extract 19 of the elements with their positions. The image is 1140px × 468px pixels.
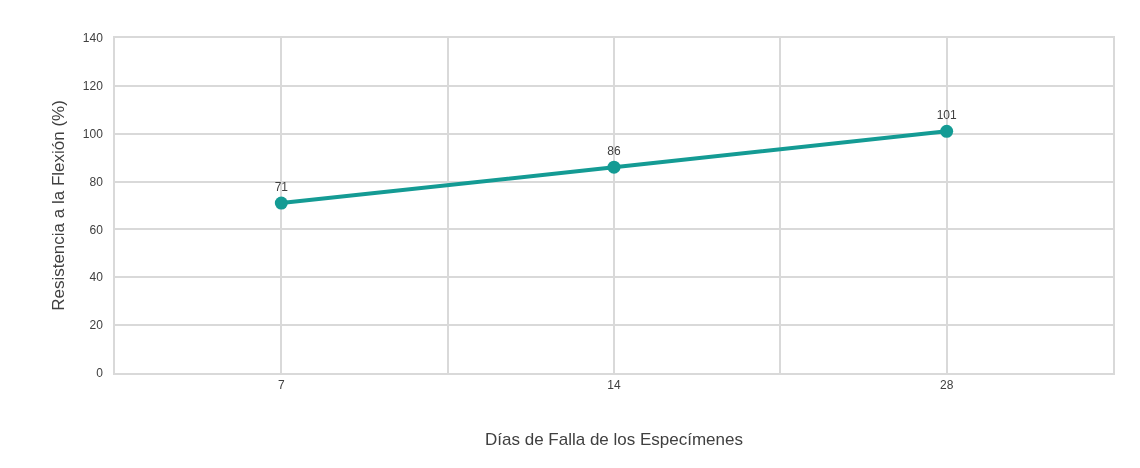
x-tick-label: 28 [939,378,954,393]
y-tick-label: 120 [82,79,104,94]
y-tick-label: 20 [89,318,104,333]
data-label: 71 [274,179,289,194]
y-tick-label: 60 [89,222,104,237]
y-tick-label: 0 [96,366,104,381]
x-tick-label: 14 [607,378,621,393]
y-tick-label: 140 [82,31,104,46]
point [940,124,954,138]
point [274,196,288,210]
y-tick-label: 40 [89,270,104,285]
data-label: 101 [936,108,957,123]
y-axis-title: Resistencia a la Flexión (%) [48,100,68,311]
point [607,160,621,174]
y-tick-label: 100 [82,126,104,141]
y-tick-label: 80 [89,174,104,189]
x-tick-label: 7 [277,378,285,393]
x-axis-title: Días de Falla de los Especímenes [485,430,743,450]
data-label: 86 [607,144,621,159]
